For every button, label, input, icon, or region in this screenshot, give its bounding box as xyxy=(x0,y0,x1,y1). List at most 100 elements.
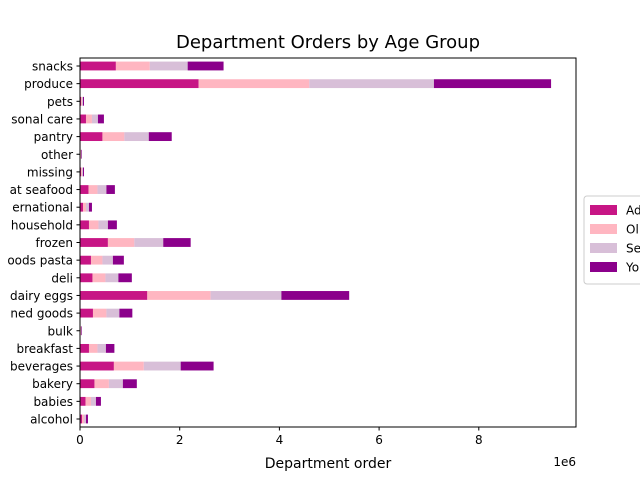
bar-deli-se xyxy=(105,273,119,283)
bar-snacks-yo xyxy=(187,61,224,71)
y-tick-label: other xyxy=(41,148,73,162)
y-tick-label: missing xyxy=(27,165,73,179)
y-tick-label: bulk xyxy=(47,324,73,338)
bar-international-se xyxy=(85,202,89,212)
bar-alcohol-ol xyxy=(81,414,84,424)
bar-canned-goods-ol xyxy=(92,308,107,318)
bar-meat-seafood-ad xyxy=(80,185,89,194)
bar-household-yo xyxy=(107,220,117,230)
bar-missing-yo xyxy=(82,167,84,177)
bar-meat-seafood-se xyxy=(97,185,107,194)
bar-household-ad xyxy=(80,220,89,230)
bar-bakery-yo xyxy=(122,379,137,389)
bar-personal-care-yo xyxy=(97,114,104,124)
y-axis-ticks: alcohol babies bakery beverages breakfast bul… xyxy=(7,60,80,427)
bar-frozen-ad xyxy=(80,238,108,247)
bar-frozen-ol xyxy=(107,238,135,247)
bar-canned-goods-yo xyxy=(119,308,133,318)
y-tick-label: dairy eggs xyxy=(10,289,73,303)
bar-pantry-yo xyxy=(148,132,172,142)
y-tick-label: frozen xyxy=(35,236,73,250)
bar-personal-care-se xyxy=(91,114,98,124)
bar-beverages-yo xyxy=(180,361,214,371)
bar-deli-ad xyxy=(80,273,93,283)
legend-box xyxy=(583,195,640,285)
bar-snacks-ol xyxy=(115,61,150,71)
y-tick-label: babies xyxy=(33,395,73,409)
bar-meat-seafood-yo xyxy=(106,185,115,194)
bar-pantry-ol xyxy=(102,132,125,142)
bar-babies-se xyxy=(90,396,96,406)
bar-missing-se xyxy=(81,167,83,177)
x-axis-offset-label: 1e6 xyxy=(553,455,576,469)
bar-beverages-se xyxy=(143,361,181,371)
bar-international-yo xyxy=(88,202,92,212)
bar-bakery-ol xyxy=(94,379,109,389)
x-tick-label: 6 xyxy=(375,433,383,447)
bar-alcohol-ad xyxy=(80,414,82,424)
legend: Ad Ol Se Yo xyxy=(583,195,640,285)
bar-dry-goods-pasta-se xyxy=(102,255,113,265)
y-tick-label: bakery xyxy=(32,377,73,391)
bars xyxy=(80,61,552,424)
x-axis-title: Department order xyxy=(265,456,392,472)
bar-dairy-eggs-se xyxy=(210,291,282,300)
y-tick-label: breakfast xyxy=(16,342,73,356)
y-tick-label: ned goods xyxy=(10,307,73,321)
bar-produce-ad xyxy=(80,79,199,89)
bar-frozen-se xyxy=(134,238,164,247)
x-axis-ticks: 0 2 4 6 8 xyxy=(76,427,483,447)
bar-beverages-ol xyxy=(113,361,144,371)
bar-breakfast-yo xyxy=(105,343,115,353)
bar-babies-ol xyxy=(85,396,91,406)
bar-dairy-eggs-ad xyxy=(80,291,148,300)
legend-swatch-yo xyxy=(590,262,617,272)
x-tick-label: 2 xyxy=(176,433,184,447)
bar-breakfast-ad xyxy=(80,343,89,353)
bar-household-ol xyxy=(88,220,99,230)
bar-dairy-eggs-yo xyxy=(281,291,350,300)
bar-bakery-se xyxy=(108,379,123,389)
legend-label-ol: Ol xyxy=(626,223,639,237)
bar-pantry-se xyxy=(124,132,149,142)
bar-dairy-eggs-ol xyxy=(147,291,211,300)
legend-swatch-se xyxy=(590,243,617,253)
x-tick-label: 8 xyxy=(475,433,483,447)
y-tick-label: household xyxy=(11,218,73,232)
bar-personal-care-ol xyxy=(85,114,92,124)
y-tick-label: pets xyxy=(47,95,73,109)
y-tick-label: produce xyxy=(24,77,73,91)
bar-breakfast-ol xyxy=(88,343,98,353)
bar-personal-care-ad xyxy=(80,114,86,124)
bar-canned-goods-ad xyxy=(80,308,93,318)
bar-international-ad xyxy=(80,202,83,212)
bar-babies-yo xyxy=(95,396,101,406)
legend-label-ad: Ad xyxy=(626,204,640,218)
bar-missing-ol xyxy=(80,167,82,177)
bar-pets-se xyxy=(81,96,83,106)
legend-label-yo: Yo xyxy=(625,261,639,275)
y-tick-label: deli xyxy=(51,271,73,285)
x-tick-label: 4 xyxy=(276,433,284,447)
bar-meat-seafood-ol xyxy=(88,185,98,194)
legend-label-se: Se xyxy=(626,242,640,256)
bar-household-se xyxy=(98,220,108,230)
bar-pets-ol xyxy=(80,96,82,106)
y-tick-label: beverages xyxy=(10,360,73,374)
bar-pets-yo xyxy=(82,96,84,106)
bar-produce-se xyxy=(309,79,434,89)
bar-international-ol xyxy=(82,202,86,212)
legend-swatch-ol xyxy=(590,224,617,234)
y-tick-label: pantry xyxy=(34,130,73,144)
bar-breakfast-se xyxy=(97,343,106,353)
bar-alcohol-yo xyxy=(85,414,88,424)
bar-deli-ol xyxy=(92,273,106,283)
bar-bakery-ad xyxy=(80,379,95,389)
bar-canned-goods-se xyxy=(106,308,120,318)
bar-frozen-yo xyxy=(163,238,191,247)
bar-deli-yo xyxy=(118,273,132,283)
bar-snacks-se xyxy=(149,61,188,71)
chart-title: Department Orders by Age Group xyxy=(176,32,480,53)
y-tick-label: sonal care xyxy=(11,112,73,126)
